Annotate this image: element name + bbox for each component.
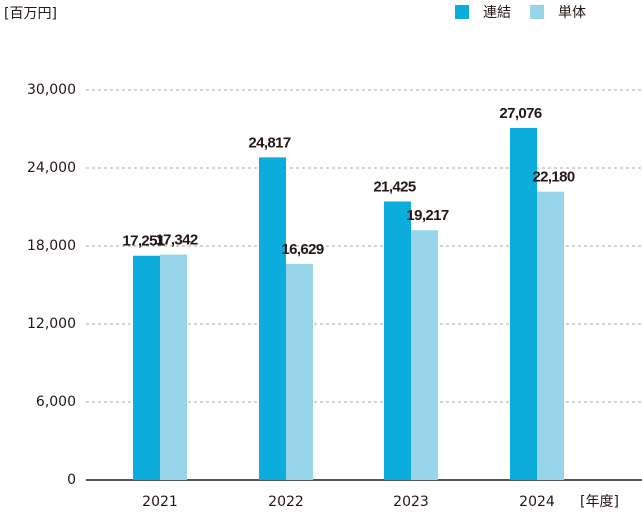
value-label: 16,629 bbox=[281, 241, 324, 258]
legend-label: 単体 bbox=[558, 5, 586, 21]
x-tick-label: 2021 bbox=[142, 494, 178, 510]
value-label: 19,217 bbox=[406, 207, 449, 224]
bar bbox=[133, 255, 160, 480]
bar bbox=[510, 128, 537, 480]
bar bbox=[286, 263, 313, 480]
y-tick-label: 12,000 bbox=[27, 316, 76, 332]
value-label: 27,076 bbox=[499, 105, 542, 122]
bar bbox=[411, 230, 438, 480]
y-unit: [百万円] bbox=[4, 6, 57, 22]
bar bbox=[537, 191, 564, 480]
value-label: 17,251 bbox=[122, 233, 165, 250]
x-tick-label: 2022 bbox=[268, 494, 304, 510]
legend-swatch bbox=[455, 5, 469, 19]
y-tick-label: 6,000 bbox=[36, 394, 76, 410]
bar bbox=[384, 201, 411, 480]
y-tick-label: 24,000 bbox=[27, 160, 76, 176]
legend-swatch bbox=[530, 5, 544, 19]
x-tick-label: 2023 bbox=[393, 494, 429, 510]
bar bbox=[259, 157, 286, 480]
bar bbox=[160, 254, 187, 480]
y-tick-label: 0 bbox=[67, 472, 76, 488]
value-label: 22,180 bbox=[532, 169, 575, 186]
x-unit: [年度] bbox=[580, 494, 619, 510]
value-label: 17,342 bbox=[155, 232, 198, 249]
legend-label: 連結 bbox=[483, 5, 511, 21]
value-label: 21,425 bbox=[373, 178, 416, 195]
y-tick-label: 18,000 bbox=[27, 238, 76, 254]
value-label: 24,817 bbox=[248, 134, 291, 151]
x-tick-label: 2024 bbox=[519, 494, 555, 510]
y-tick-label: 30,000 bbox=[27, 82, 76, 98]
